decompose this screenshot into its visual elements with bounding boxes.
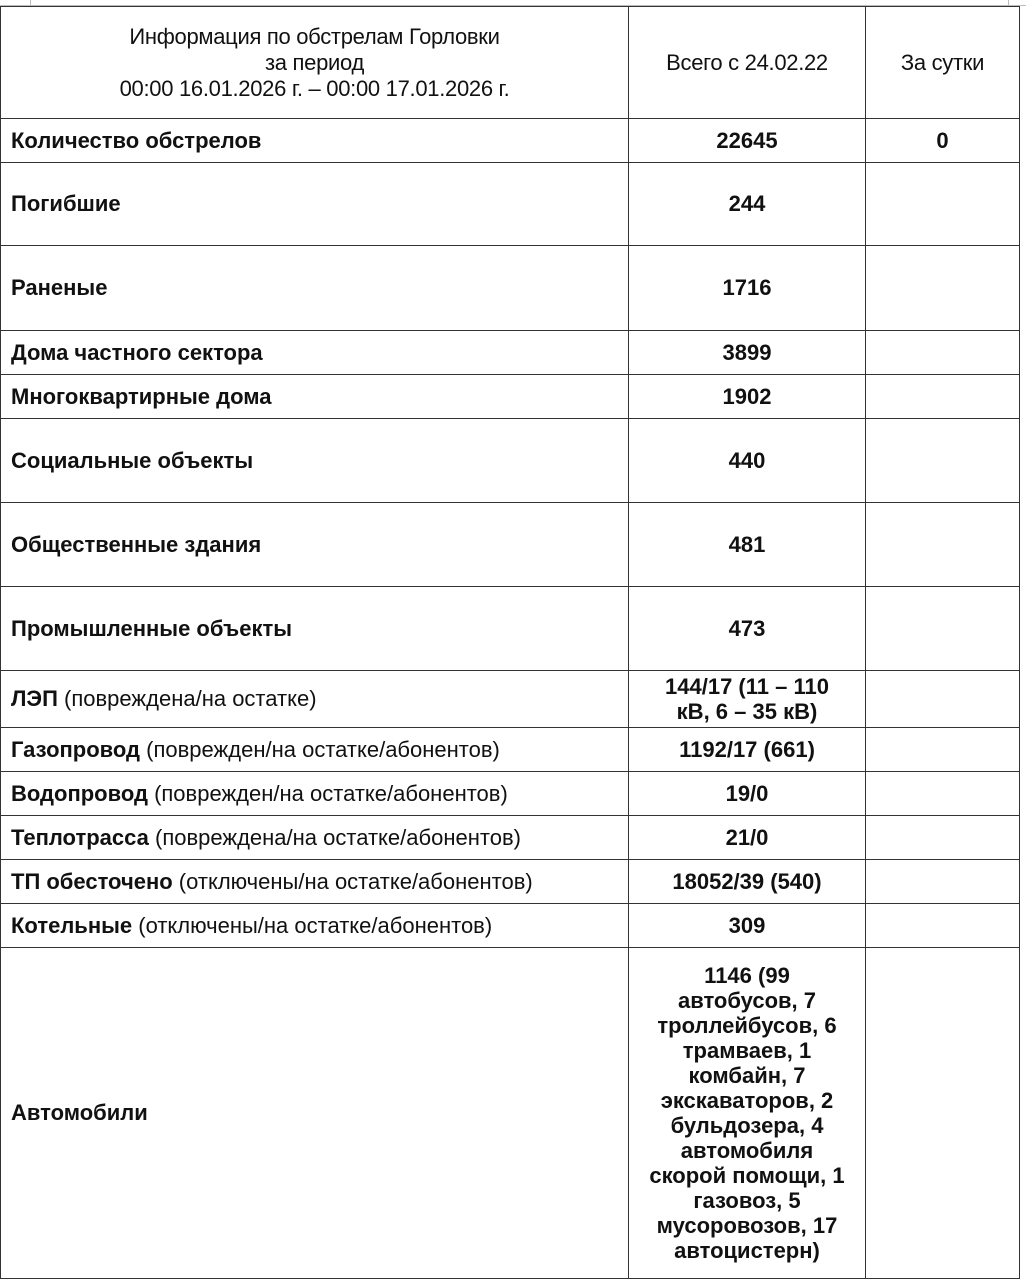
row-label-note: (отключены/на остатке/абонентов) (172, 868, 533, 894)
day-value (865, 815, 1020, 860)
row-label-text: Котельные (11, 912, 133, 938)
row-label: Теплотрасса (повреждена/на остатке/абоне… (0, 815, 629, 860)
total-value: 19/0 (628, 771, 866, 816)
row-label-note: (отключены/на остатке/абонентов) (132, 912, 493, 938)
table-row: Общественные здания 481 (0, 502, 1020, 587)
row-label: Количество обстрелов (0, 118, 629, 163)
table-row: Газопровод (поврежден/на остатке/абонент… (0, 727, 1020, 772)
day-value (865, 586, 1020, 671)
total-value: 244 (628, 162, 866, 246)
total-value: 1716 (628, 245, 866, 331)
total-value: 473 (628, 586, 866, 671)
row-label: ТП обесточено (отключены/на остатке/абон… (0, 859, 629, 904)
table-row: ТП обесточено (отключены/на остатке/абон… (0, 859, 1020, 904)
row-label: Дома частного сектора (0, 330, 629, 375)
column-header-total: Всего с 24.02.22 (628, 6, 866, 119)
row-label: ЛЭП (повреждена/на остатке) (0, 670, 629, 728)
header-row: Информация по обстрелам Горловки за пери… (0, 6, 1020, 119)
day-value (865, 418, 1020, 503)
table-row: Многоквартирные дома 1902 (0, 374, 1020, 419)
total-value: 3899 (628, 330, 866, 375)
table-row: Количество обстрелов 22645 0 (0, 118, 1020, 163)
day-value (865, 903, 1020, 948)
row-label-text: Автомобили (11, 1100, 148, 1125)
row-label-text: ТП обесточено (11, 868, 173, 894)
row-label-text: Социальные объекты (11, 447, 254, 473)
day-value (865, 245, 1020, 331)
row-label-text: Водопровод (11, 780, 148, 806)
row-label-note: (повреждена/на остатке) (57, 686, 317, 711)
day-value (865, 727, 1020, 772)
table-row: Автомобили 1146 (99 автобусов, 7 троллей… (0, 947, 1020, 1279)
total-value: 481 (628, 502, 866, 587)
row-label: Общественные здания (0, 502, 629, 587)
day-value (865, 330, 1020, 375)
total-value: 1902 (628, 374, 866, 419)
day-value (865, 771, 1020, 816)
row-label-text: Количество обстрелов (11, 127, 262, 153)
row-label-text: Погибшие (11, 191, 121, 216)
title-period: 00:00 16.01.2026 г. – 00:00 17.01.2026 г… (119, 75, 510, 101)
row-label-text: Промышленные объекты (11, 615, 293, 641)
total-value: 1146 (99 автобусов, 7 троллейбусов, 6 тр… (628, 947, 866, 1279)
row-label-text: Раненые (11, 275, 108, 300)
table-row: Погибшие 244 (0, 162, 1020, 246)
table-row: Водопровод (поврежден/на остатке/абонент… (0, 771, 1020, 816)
table-row: ЛЭП (повреждена/на остатке) 144/17 (11 –… (0, 670, 1020, 728)
row-label: Котельные (отключены/на остатке/абоненто… (0, 903, 629, 948)
row-label: Раненые (0, 245, 629, 331)
row-label: Многоквартирные дома (0, 374, 629, 419)
row-label: Промышленные объекты (0, 586, 629, 671)
title-line: за период (265, 49, 364, 75)
day-value: 0 (865, 118, 1020, 163)
column-header-day: За сутки (865, 6, 1020, 119)
table-row: Социальные объекты 440 (0, 418, 1020, 503)
table-row: Раненые 1716 (0, 245, 1020, 331)
total-value: 440 (628, 418, 866, 503)
total-value: 21/0 (628, 815, 866, 860)
row-label: Водопровод (поврежден/на остатке/абонент… (0, 771, 629, 816)
row-label-note: (поврежден/на остатке/абонентов) (140, 736, 500, 762)
total-value: 144/17 (11 – 110 кВ, 6 – 35 кВ) (628, 670, 866, 728)
day-value (865, 502, 1020, 587)
day-value (865, 670, 1020, 728)
row-label: Автомобили (0, 947, 629, 1279)
row-label-text: Газопровод (11, 736, 141, 762)
table-row: Котельные (отключены/на остатке/абоненто… (0, 903, 1020, 948)
table-row: Теплотрасса (повреждена/на остатке/абоне… (0, 815, 1020, 860)
total-value: 18052/39 (540) (628, 859, 866, 904)
row-label-text: Общественные здания (11, 531, 262, 557)
row-label-note: (поврежден/на остатке/абонентов) (147, 780, 508, 806)
total-value: 309 (628, 903, 866, 948)
day-value (865, 162, 1020, 246)
row-label: Газопровод (поврежден/на остатке/абонент… (0, 727, 629, 772)
table-row: Промышленные объекты 473 (0, 586, 1020, 671)
row-label: Погибшие (0, 162, 629, 246)
previous-table-edge (0, 0, 1026, 6)
row-label-text: Дома частного сектора (11, 339, 263, 365)
table-title: Информация по обстрелам Горловки за пери… (0, 6, 629, 119)
title-line: Информация по обстрелам Горловки (129, 23, 500, 49)
day-value (865, 947, 1020, 1279)
row-label-note: (повреждена/на остатке/абонентов) (148, 824, 521, 850)
table-row: Дома частного сектора 3899 (0, 330, 1020, 375)
row-label: Социальные объекты (0, 418, 629, 503)
row-label-text: ЛЭП (11, 686, 58, 711)
day-value (865, 859, 1020, 904)
shelling-info-table: Информация по обстрелам Горловки за пери… (0, 6, 1020, 1279)
row-label-text: Теплотрасса (11, 824, 149, 850)
total-value: 1192/17 (661) (628, 727, 866, 772)
row-label-text: Многоквартирные дома (11, 383, 272, 409)
day-value (865, 374, 1020, 419)
total-value: 22645 (628, 118, 866, 163)
